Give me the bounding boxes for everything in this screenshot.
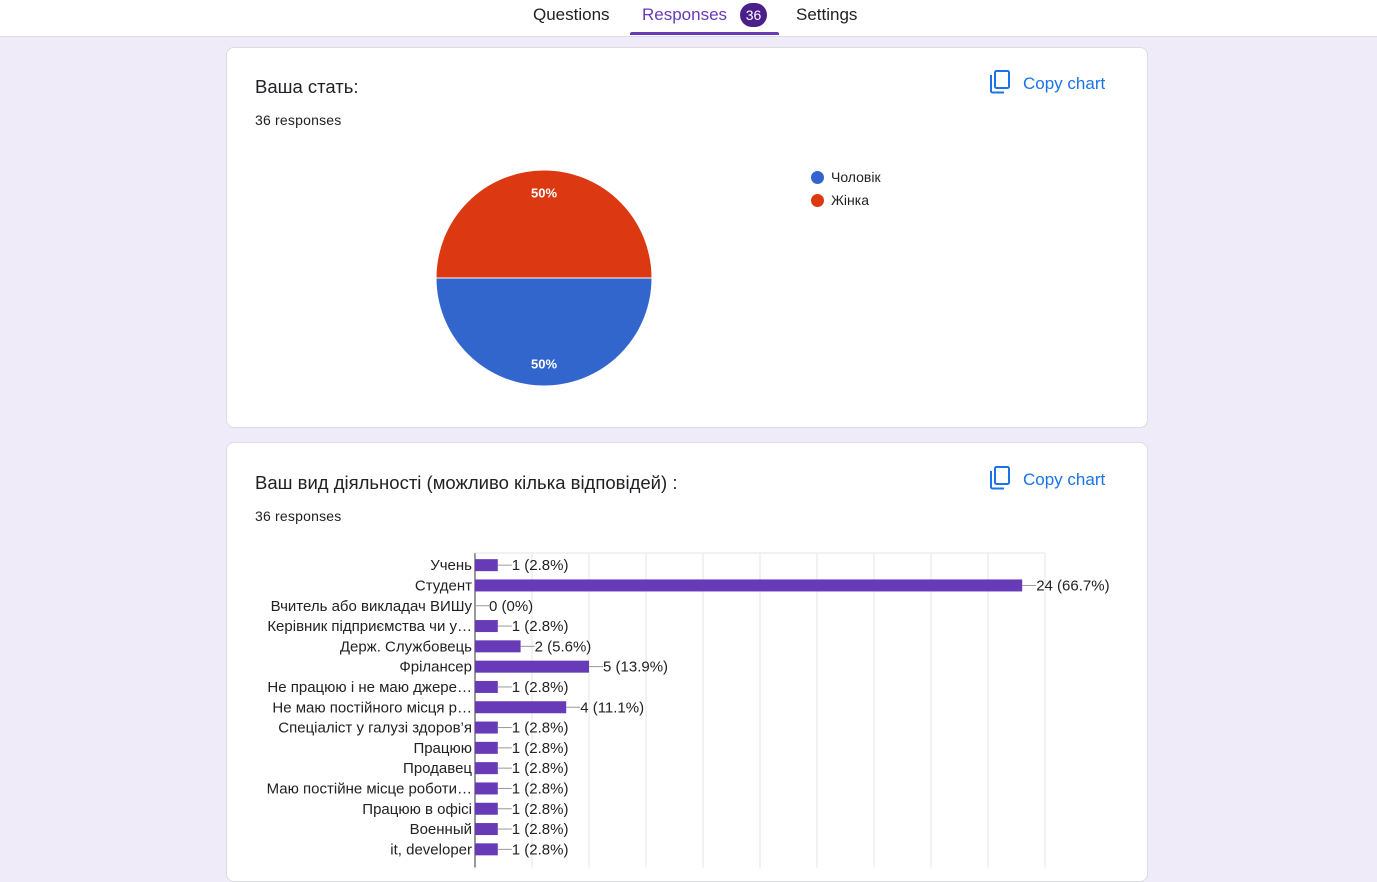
bar [475, 559, 498, 572]
response-count: 36 responses [255, 112, 342, 128]
bar-category-label: Военный [410, 821, 472, 838]
bar-data-label: 4 (11.1%) [580, 699, 644, 716]
copy-icon [989, 465, 1011, 495]
bar-category-label: Не працюю і не маю джере… [267, 679, 472, 696]
bar-data-label: 5 (13.9%) [603, 659, 668, 676]
bar [475, 701, 567, 714]
tab-questions[interactable]: Questions [533, 5, 610, 24]
bar [475, 620, 498, 633]
bar-data-label: 1 (2.8%) [512, 801, 569, 818]
top-tab-bar: Questions Responses 36 Settings [0, 0, 1377, 37]
copy-chart-label: Copy chart [1023, 470, 1106, 489]
bar-data-label: 1 (2.8%) [512, 618, 569, 635]
question-card-gender: Ваша стать: 36 responses Copy chart 50% 5… [226, 47, 1148, 428]
bar-data-label: 1 (2.8%) [512, 841, 569, 858]
pie-slice-label-0: 50% [531, 356, 557, 371]
active-tab-indicator [630, 32, 779, 35]
bar [475, 802, 498, 815]
legend-swatch-male [811, 170, 824, 184]
bar-category-label: Не маю постійного місця р… [272, 699, 472, 716]
bar [475, 640, 521, 653]
legend-label-male: Чоловік [831, 169, 881, 185]
legend-swatch-female [811, 193, 824, 207]
tab-settings[interactable]: Settings [796, 5, 858, 24]
bar-data-label: 1 (2.8%) [512, 760, 569, 777]
bar-data-label: 1 (2.8%) [512, 780, 569, 797]
bar-data-label: 1 (2.8%) [512, 740, 569, 757]
bar [475, 741, 498, 754]
bar-data-label: 2 (5.6%) [535, 638, 592, 655]
question-title: Ваша стать: [255, 76, 359, 97]
response-count: 36 responses [255, 508, 342, 524]
bar-category-label: Маю постійне місце роботи… [267, 780, 472, 797]
bar [475, 782, 498, 795]
bar-data-label: 0 (0%) [489, 598, 533, 615]
bar [475, 680, 498, 693]
bar-data-label: 24 (66.7%) [1036, 577, 1109, 594]
bar-category-label: Вчитель або викладач ВИШу [271, 598, 473, 615]
bar [475, 843, 498, 856]
pie-slice-1 [435, 169, 653, 279]
copy-chart-button[interactable]: Copy chart [989, 465, 1106, 495]
bar-category-label: Учень [430, 557, 472, 574]
bar-data-label: 1 (2.8%) [512, 720, 569, 737]
question-card-occupation: Ваш вид діяльності (можливо кілька відпо… [226, 442, 1148, 882]
bar [475, 721, 498, 734]
copy-icon [989, 69, 1011, 99]
pie-slice-label-1: 50% [531, 186, 557, 201]
tab-responses[interactable]: Responses [642, 5, 728, 24]
bar-data-label: 1 (2.8%) [512, 821, 569, 838]
copy-chart-button[interactable]: Copy chart [989, 69, 1106, 99]
bar-category-label: Держ. Службовець [340, 638, 472, 655]
bar-category-label: it, developer [390, 841, 472, 858]
bar [475, 660, 589, 673]
bar-category-label: Спеціаліст у галузі здоров’я [278, 720, 472, 737]
bar-category-label: Продавец [403, 760, 472, 777]
bar-chart: Учень 1 (2.8%) Студент 24 (66.7%) Вчитель аб… [267, 552, 1110, 868]
bar [475, 762, 498, 775]
legend-label-female: Жінка [831, 192, 869, 208]
bar-category-label: Студент [415, 577, 472, 594]
bar-category-label: Працюю [413, 740, 472, 757]
bar-data-label: 1 (2.8%) [512, 557, 569, 574]
bar [475, 823, 498, 836]
copy-chart-label: Copy chart [1023, 74, 1106, 93]
bar-category-label: Фрілансер [399, 659, 472, 676]
pie-chart: 50% 50% [435, 169, 653, 387]
question-title: Ваш вид діяльності (можливо кілька відпо… [255, 472, 678, 493]
bar-data-label: 1 (2.8%) [512, 679, 569, 696]
responses-count-badge: 36 [740, 3, 767, 27]
legend-item-male: Чоловік [811, 169, 881, 185]
legend-item-female: Жінка [811, 192, 869, 208]
bar [475, 579, 1023, 592]
bar-category-label: Працюю в офісі [362, 801, 472, 818]
pie-slice-0 [435, 277, 653, 387]
bar-category-label: Керівник підприємства чи у… [267, 618, 472, 635]
